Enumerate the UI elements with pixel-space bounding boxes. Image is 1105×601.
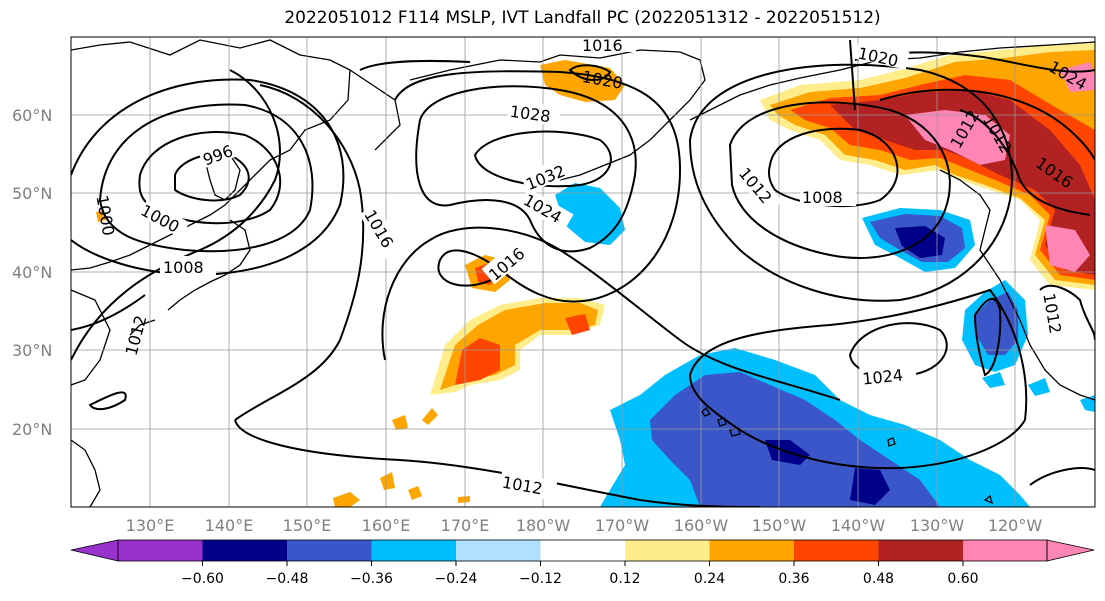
map-content: 1016 1020 1024 1020 1028 996 1000 1000 1…	[71, 36, 1095, 507]
colorbar-segment	[202, 540, 287, 561]
lon-label: 160°E	[362, 516, 411, 535]
colorbar-segment	[118, 540, 203, 561]
lon-label: 130°W	[910, 516, 965, 535]
lat-label: 60°N	[12, 106, 52, 125]
colorbar-tick-label: 0.48	[863, 571, 894, 587]
map-title: 2022051012 F114 MSLP, IVT Landfall PC (2…	[284, 8, 881, 28]
colorbar-segment	[963, 540, 1047, 561]
lon-label: 170°W	[595, 516, 650, 535]
colorbar-segment	[878, 540, 963, 561]
lon-label: 150°E	[283, 516, 332, 535]
colorbar-tick-label: −0.24	[435, 571, 478, 587]
lon-label: 160°W	[674, 516, 729, 535]
contour-label: 1024	[861, 365, 903, 388]
colorbar-segment	[709, 540, 794, 561]
colorbar-tick-label: 0.36	[778, 571, 809, 587]
ivt-positive-anomaly	[96, 42, 1095, 507]
colorbar-segment	[794, 540, 879, 561]
colorbar-segment	[371, 540, 456, 561]
lat-label: 40°N	[12, 263, 52, 282]
lat-label: 20°N	[12, 420, 52, 439]
longitude-labels: 130°E 140°E 150°E 160°E 170°E 180°W 170°…	[126, 516, 1043, 535]
colorbar-extend-max	[1046, 539, 1095, 562]
contour-label: 1008	[802, 188, 843, 207]
lat-label: 50°N	[12, 184, 52, 203]
lon-label: 140°E	[205, 516, 254, 535]
latitude-labels: 60°N 50°N 40°N 30°N 20°N	[12, 106, 52, 439]
ivt-negative-anomaly	[555, 183, 1095, 507]
lon-label: 170°E	[441, 516, 490, 535]
colorbar-segment	[625, 540, 710, 561]
lon-label: 120°W	[988, 516, 1043, 535]
colorbar-tick-label: −0.36	[350, 571, 393, 587]
lon-label: 140°W	[831, 516, 886, 535]
colorbar-tick-label: −0.60	[181, 571, 224, 587]
colorbar-tick-label: 0.12	[609, 571, 640, 587]
colorbar-tick-label: 0.60	[947, 571, 978, 587]
graticule	[71, 37, 1095, 507]
lat-label: 30°N	[12, 341, 52, 360]
colorbar-segment	[287, 540, 372, 561]
contour-label: 1016	[582, 36, 623, 55]
lon-label: 150°W	[752, 516, 807, 535]
colorbar-extend-min	[70, 539, 119, 562]
lon-label: 180°W	[516, 516, 571, 535]
colorbar-tick-label: 0.24	[694, 571, 725, 587]
map-frame	[70, 36, 1096, 508]
lon-label: 130°E	[126, 516, 175, 535]
colorbar-tick-label: −0.48	[266, 571, 309, 587]
colorbar: −0.60 −0.48 −0.36 −0.24 −0.12 0.12 0.24 …	[70, 539, 1095, 587]
contour-label: 1008	[163, 258, 204, 277]
colorbar-segment	[540, 540, 625, 561]
colorbar-segment	[456, 540, 541, 561]
colorbar-tick-label: −0.12	[519, 571, 562, 587]
